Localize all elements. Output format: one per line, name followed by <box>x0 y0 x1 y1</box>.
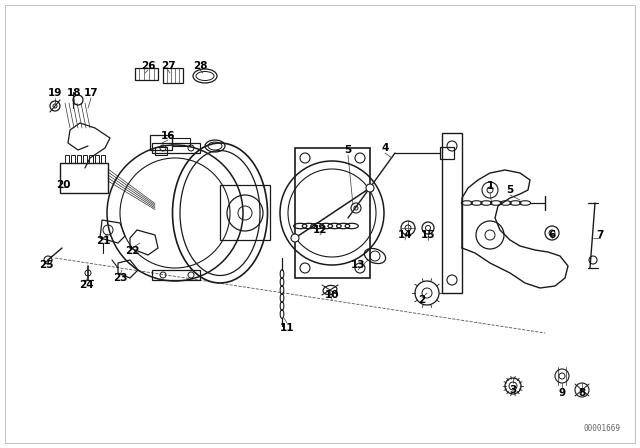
Text: 25: 25 <box>39 260 53 270</box>
Text: 22: 22 <box>125 246 140 256</box>
Text: 27: 27 <box>161 61 175 71</box>
Text: 12: 12 <box>313 225 327 235</box>
Bar <box>155 147 167 155</box>
Text: 14: 14 <box>397 230 412 240</box>
Text: 18: 18 <box>67 88 81 98</box>
Bar <box>71 155 75 163</box>
Text: 3: 3 <box>509 385 516 395</box>
Bar <box>220 185 270 240</box>
Text: 26: 26 <box>141 61 156 71</box>
Text: 13: 13 <box>351 260 365 270</box>
Text: 5: 5 <box>506 185 514 195</box>
Text: 19: 19 <box>48 88 62 98</box>
Circle shape <box>291 234 299 242</box>
Bar <box>101 155 105 163</box>
Text: 4: 4 <box>381 143 388 153</box>
Text: 5: 5 <box>344 145 351 155</box>
Bar <box>89 155 93 163</box>
Text: 16: 16 <box>161 131 175 141</box>
Bar <box>83 155 87 163</box>
Bar <box>65 155 69 163</box>
Text: 28: 28 <box>193 61 207 71</box>
Text: 10: 10 <box>324 290 339 300</box>
Text: 7: 7 <box>596 230 604 240</box>
Text: 24: 24 <box>79 280 93 290</box>
Bar <box>77 155 81 163</box>
Text: 15: 15 <box>420 230 435 240</box>
Circle shape <box>366 184 374 192</box>
Bar <box>95 155 99 163</box>
Bar <box>152 143 200 153</box>
Bar <box>152 270 200 280</box>
Text: 8: 8 <box>579 388 586 398</box>
Bar <box>440 147 454 159</box>
Text: 2: 2 <box>419 295 426 305</box>
Text: 11: 11 <box>280 323 294 333</box>
Text: 1: 1 <box>486 181 493 191</box>
Text: 21: 21 <box>96 236 110 246</box>
Text: 6: 6 <box>548 230 556 240</box>
Text: 00001669: 00001669 <box>583 424 620 433</box>
Text: 9: 9 <box>559 388 566 398</box>
Text: 20: 20 <box>56 180 70 190</box>
Bar <box>60 163 108 193</box>
Text: 23: 23 <box>113 273 127 283</box>
Bar <box>172 138 190 146</box>
Text: 17: 17 <box>84 88 99 98</box>
Bar <box>150 135 172 150</box>
